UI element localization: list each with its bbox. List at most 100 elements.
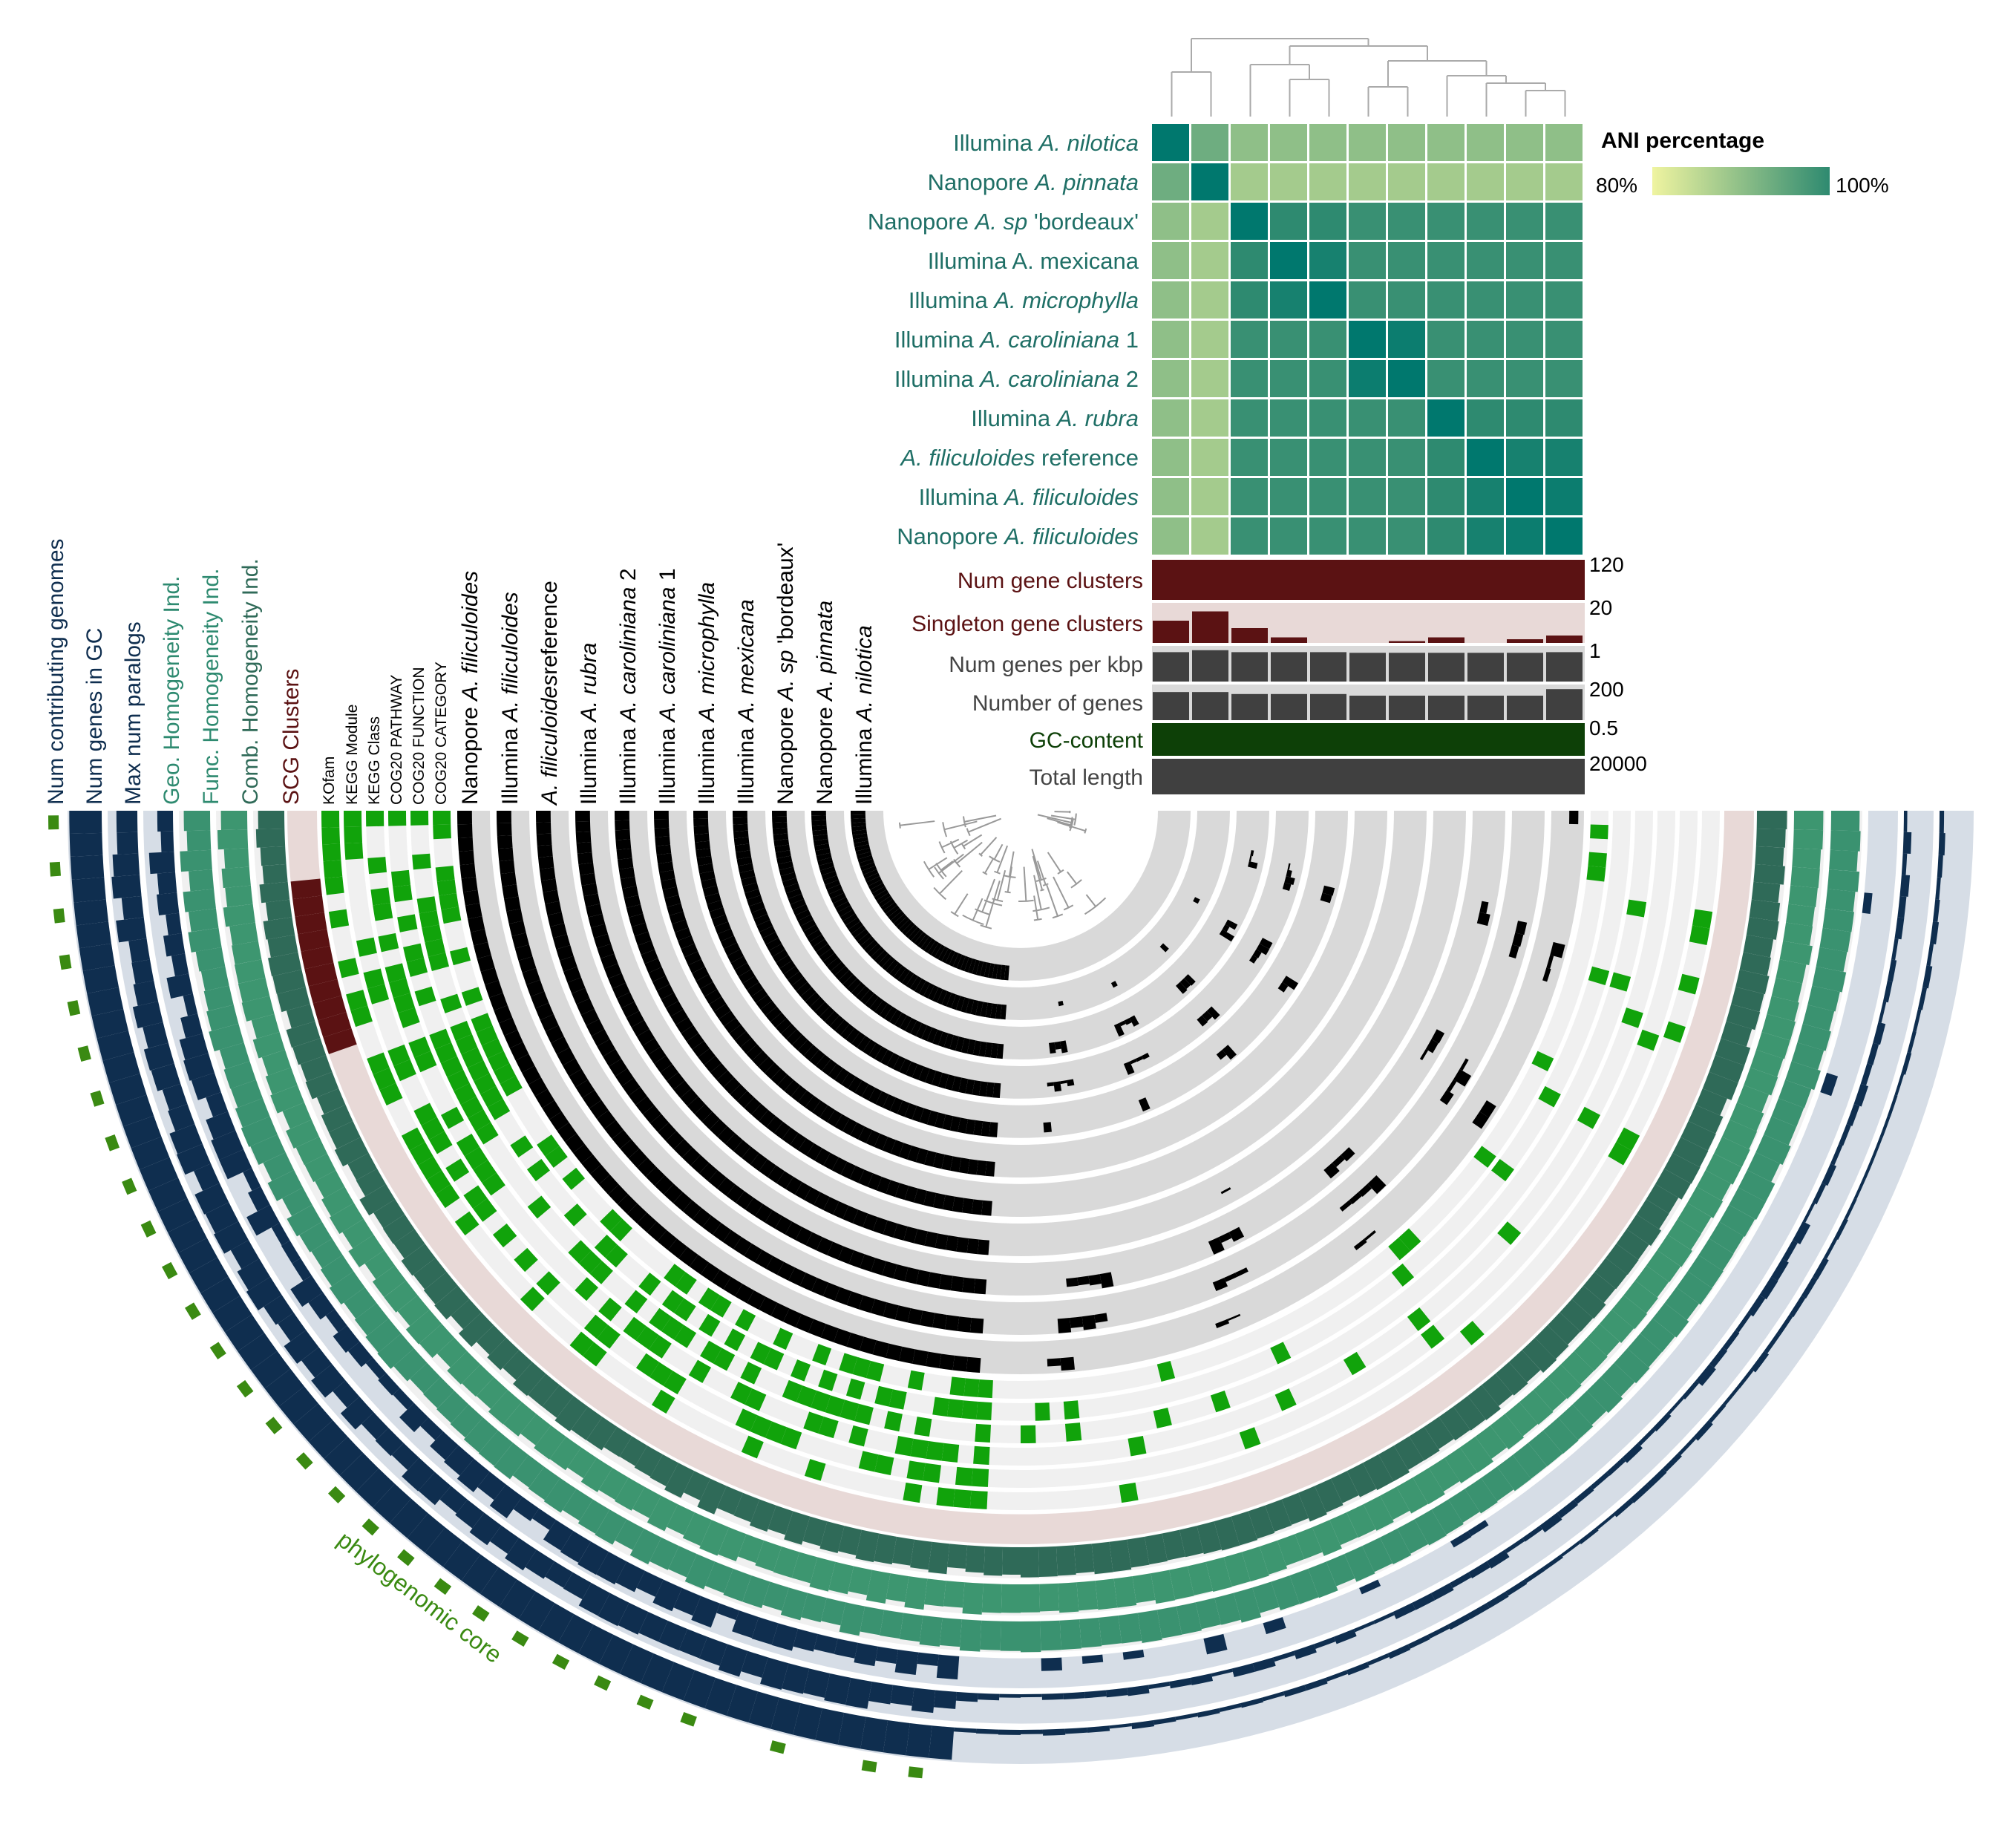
genome-row-label: Illumina A. rubra [971, 405, 1139, 431]
function-annotation [393, 885, 412, 902]
homogeneity-bar [940, 1618, 962, 1647]
genome-presence-bar [694, 834, 710, 843]
function-annotation [344, 843, 363, 860]
phylogenomic-core-marker [210, 1342, 226, 1359]
metric-bar [73, 899, 108, 925]
genome-row-label: Nanopore A. sp 'bordeaux' [868, 209, 1139, 235]
ani-cell [1467, 124, 1504, 161]
metric-bar [157, 811, 173, 832]
ani-cell [1309, 281, 1346, 319]
function-annotation [1021, 1425, 1036, 1443]
homogeneity-bar [1021, 1584, 1040, 1613]
bar-layer-bar [1389, 653, 1425, 682]
homogeneity-bar [1001, 1621, 1021, 1651]
homogeneity-bar [966, 1545, 986, 1572]
phylogenomic-core-marker [185, 1302, 201, 1319]
metric-bar [937, 1655, 960, 1679]
phylogenomic-core-marker [511, 1630, 528, 1647]
bar-layer-bar [1428, 696, 1464, 720]
ani-cell [1231, 439, 1268, 476]
genome-presence-bar [972, 1199, 983, 1215]
genome-presence-bar [537, 834, 552, 846]
function-annotation [972, 1469, 989, 1487]
function-annotation [1586, 866, 1606, 881]
bar-layer-bar [1546, 762, 1583, 794]
ani-cell [1152, 281, 1189, 319]
genome-presence-bar [981, 1201, 992, 1216]
metric-bar [934, 1690, 957, 1708]
ani-cell [1349, 478, 1386, 515]
ani-cell [1388, 281, 1425, 319]
ani-cell [1270, 124, 1307, 161]
genome-prefix: Illumina [577, 722, 601, 805]
genome-presence-bar [577, 842, 592, 854]
phylogenomic-core-marker [53, 908, 65, 923]
genome-suffix: reference [537, 581, 562, 675]
ani-cell [1270, 399, 1307, 437]
metric-bar [1042, 1693, 1064, 1700]
function-annotation [970, 1491, 988, 1509]
metric-bar [917, 1653, 938, 1666]
genome-presence-bar [578, 863, 595, 875]
phylogenomic-core-marker [162, 1262, 177, 1279]
bar-layer-bar [1310, 568, 1346, 600]
function-annotation [329, 909, 349, 929]
genome-species: A. nilotica [852, 625, 877, 723]
bar-layer-bar [1192, 762, 1228, 794]
genome-ring-label: Illumina A. caroliniana 1 [655, 568, 680, 805]
function-annotation [975, 1424, 991, 1443]
ring-label: Num genes in GC [82, 628, 107, 805]
ani-cell [1388, 360, 1425, 397]
genome-ring-label: Nanopore A. sp 'bordeaux' [773, 543, 798, 805]
metric-bar [978, 1693, 999, 1701]
bar-layer-bar [1349, 653, 1386, 682]
ani-cell [1191, 124, 1228, 161]
genome-presence-bar [497, 823, 511, 837]
function-annotation [321, 811, 339, 828]
bar-layer-bar [1231, 726, 1268, 756]
function-annotation [388, 811, 406, 826]
homogeneity-bar [261, 846, 287, 866]
bar-layer-bar [1546, 689, 1583, 720]
bar-layer-bar [1389, 568, 1425, 600]
ani-cell [1231, 124, 1268, 161]
genome-presence-bar [851, 814, 865, 819]
function-annotation [932, 1397, 949, 1417]
genome-prefix: Illumina [852, 722, 877, 805]
homogeneity-bar [189, 909, 218, 932]
ani-cell [1309, 439, 1346, 476]
function-annotation [978, 1379, 993, 1398]
genome-species: A. sp [773, 650, 798, 702]
phylogenomic-core-marker [680, 1712, 697, 1727]
phylogenomic-core-marker [908, 1766, 923, 1778]
ani-cell [1427, 360, 1464, 397]
phylogenomic-core-marker [59, 954, 72, 970]
function-annotation [906, 1460, 925, 1480]
genome-presence-bar [457, 824, 472, 838]
function-annotation [1588, 852, 1607, 868]
ani-cell [1191, 203, 1228, 240]
genome-presence-bar [537, 845, 553, 858]
genome-prefix: Nanopore [773, 701, 798, 805]
phylogenomic-core-marker [862, 1760, 877, 1773]
bar-layer-bar [1153, 692, 1189, 720]
homogeneity-bar [217, 829, 248, 849]
bar-layer-bar [1271, 638, 1307, 644]
genome-presence-bar [811, 811, 826, 816]
ani-cell [1388, 124, 1425, 161]
ani-cell [1191, 281, 1228, 319]
ani-cell [1506, 321, 1543, 358]
genome-presence-bar [458, 837, 474, 852]
homogeneity-bar [982, 1584, 1002, 1613]
ani-cell [1506, 242, 1543, 279]
ani-cell [1388, 242, 1425, 279]
genome-row-label: Illumina A. microphylla [909, 287, 1139, 313]
ring-label: Comb. Homogeneity Ind. [238, 558, 263, 805]
bar-layer-bar [1389, 762, 1425, 794]
genome-presence-bar [576, 832, 592, 843]
metric-bar [929, 1725, 954, 1760]
metric-bar [113, 853, 140, 876]
ani-cell [1506, 517, 1543, 555]
genome-presence-bar [951, 1276, 964, 1293]
homogeneity-bar [1021, 1621, 1041, 1653]
